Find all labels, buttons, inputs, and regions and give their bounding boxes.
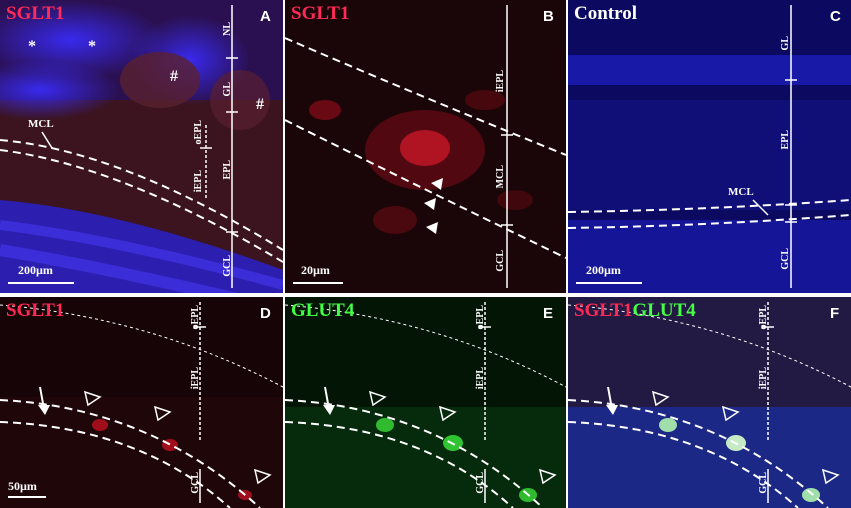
layer-label-iepl: iEPL (475, 367, 486, 390)
panel-e: GLUT4 E oEPL iEPL GCL (285, 297, 566, 508)
layer-label-mcl: MCL (495, 165, 506, 189)
panel-d-scale-label: 50µm (8, 479, 37, 493)
panel-e-letter: E (543, 305, 554, 322)
hash-mark-1: # (170, 68, 178, 85)
panel-a-scale-label: 200µm (18, 263, 53, 277)
mcl-label: MCL (28, 118, 54, 130)
mcl-pointer (41, 131, 53, 149)
panel-c-scale-bar (576, 282, 642, 284)
panel-b-micrograph (285, 0, 566, 293)
layer-label-gcl: GCL (758, 472, 769, 494)
panel-e-title: GLUT4 (291, 300, 355, 321)
panel-c: Control C GL EPL GCL MCL 200µm (568, 0, 851, 293)
panel-c-scale-label: 200µm (586, 263, 621, 277)
hash-mark-2: # (256, 96, 264, 113)
panel-b: SGLT1 B iEPL MCL GCL 20µm (285, 0, 566, 293)
panel-e-micrograph (285, 297, 566, 508)
panel-d-title: SGLT1 (6, 300, 65, 321)
layer-label-oepl: oEPL (190, 305, 201, 330)
layer-label-gcl: GCL (475, 472, 486, 494)
layer-label-gcl: GCL (780, 248, 791, 270)
panel-f-title-sglt1: SGLT1 (574, 300, 633, 321)
panel-a-scale-bar (8, 282, 74, 284)
panel-f-letter: F (830, 305, 840, 322)
layer-label-iepl: iEPL (758, 367, 769, 390)
panel-c-letter: C (830, 8, 841, 25)
panel-a-micrograph (0, 0, 283, 293)
panel-a-letter: A (260, 8, 271, 25)
panel-d-micrograph (0, 297, 283, 508)
layer-label-gl: GL (780, 36, 791, 51)
layer-label-oepl: oEPL (758, 305, 769, 330)
panel-a-title: SGLT1 (6, 3, 65, 24)
layer-label-iepl: iEPL (495, 70, 506, 93)
panel-c-title: Control (574, 3, 637, 24)
panel-f-title-glut4: GLUT4 (632, 300, 696, 321)
panel-f: SGLT1GLUT4 F oEPL iEPL GCL (568, 297, 851, 508)
panel-d-scale-bar (8, 496, 46, 498)
star-mark-2: * (88, 38, 96, 55)
layer-label-gcl: GCL (190, 472, 201, 494)
panel-f-micrograph (568, 297, 851, 508)
layer-label-oepl: oEPL (475, 305, 486, 330)
star-mark-1: * (28, 38, 36, 55)
panel-b-title: SGLT1 (291, 3, 350, 24)
panel-c-micrograph (568, 0, 851, 293)
mcl-label: MCL (728, 186, 754, 198)
panel-d-letter: D (260, 305, 271, 322)
panel-b-letter: B (543, 8, 554, 25)
layer-label-epl: EPL (780, 130, 791, 150)
layer-label-iepl: iEPL (190, 367, 201, 390)
layer-label-gcl: GCL (495, 250, 506, 272)
panel-a: SGLT1 A * * # # NL GL EPL oEPL iEPL GCL … (0, 0, 283, 293)
panel-d: SGLT1 D oEPL iEPL GCL 50µm (0, 297, 283, 508)
panel-f-title: SGLT1GLUT4 (574, 300, 696, 322)
panel-b-scale-bar (293, 282, 343, 284)
panel-b-scale-label: 20µm (301, 263, 330, 277)
